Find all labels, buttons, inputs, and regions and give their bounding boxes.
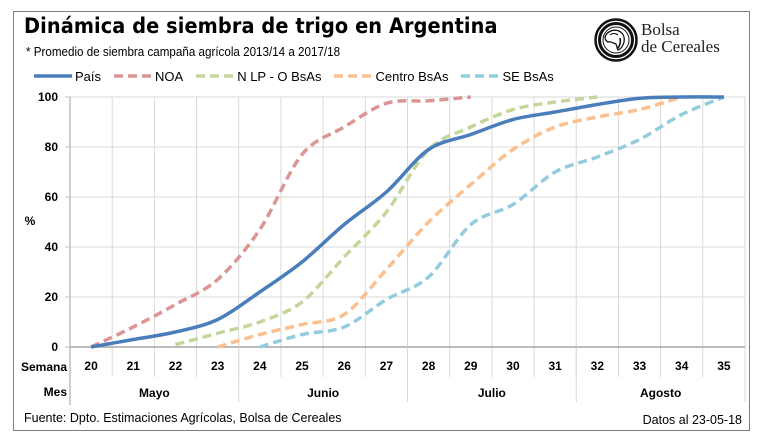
y-tick-label: 100 bbox=[38, 90, 58, 104]
logo-line-2: de Cereales bbox=[641, 37, 720, 56]
logo-text: Bolsa de Cereales bbox=[641, 21, 720, 55]
series-lines bbox=[90, 95, 725, 349]
month-label: Junio bbox=[307, 386, 339, 400]
y-tick-label: 80 bbox=[45, 140, 59, 154]
x-tick-label: 29 bbox=[464, 359, 478, 373]
x-tick-label: 35 bbox=[717, 359, 731, 373]
legend-item-pais: País bbox=[34, 69, 101, 84]
x-axis-title-semana: Semana bbox=[21, 360, 67, 374]
x-tick-label: 27 bbox=[380, 359, 394, 373]
logo-line-1: Bolsa bbox=[641, 20, 680, 39]
x-tick-label: 25 bbox=[295, 359, 309, 373]
axes bbox=[65, 96, 745, 405]
x-tick-label: 28 bbox=[422, 359, 436, 373]
date-note: Datos al 23-05-18 bbox=[642, 413, 742, 427]
bolsa-de-cereales-seal-icon bbox=[594, 18, 638, 62]
legend-label: Centro BsAs bbox=[375, 68, 449, 84]
legend-swatch bbox=[461, 74, 500, 78]
x-axis-title-mes: Mes bbox=[44, 385, 68, 399]
x-tick-label: 23 bbox=[211, 359, 225, 373]
y-tick-label: 0 bbox=[51, 340, 58, 354]
legend-label: SE BsAs bbox=[502, 68, 554, 84]
month-label: Julio bbox=[478, 386, 506, 400]
legend-label: N LP - O BsAs bbox=[237, 68, 322, 84]
series-line-se-bsas bbox=[259, 95, 725, 349]
month-label: Agosto bbox=[640, 386, 681, 400]
x-tick-label: 22 bbox=[169, 359, 183, 373]
x-tick-label: 32 bbox=[591, 359, 605, 373]
x-tick-label: 33 bbox=[633, 359, 647, 373]
x-tick-label: 34 bbox=[675, 359, 689, 373]
legend-swatch bbox=[196, 74, 235, 78]
legend-swatch bbox=[334, 74, 373, 78]
legend-swatch bbox=[114, 74, 153, 78]
series-line-noa bbox=[90, 95, 471, 349]
y-tick-label: 40 bbox=[45, 240, 59, 254]
legend-item-se-bsas: SE BsAs bbox=[461, 68, 554, 84]
legend-item-centro-bsas: Centro BsAs bbox=[334, 69, 448, 84]
legend-swatch bbox=[34, 74, 72, 78]
chart-legend: País NOA N LP - O BsAs Centro BsAs SE BsAs bbox=[34, 68, 567, 84]
y-tick-label: 60 bbox=[45, 190, 59, 204]
x-tick-label: 20 bbox=[84, 359, 98, 373]
chart-subtitle: * Promedio de siembra campaña agrícola 2… bbox=[26, 45, 341, 59]
x-tick-label: 30 bbox=[506, 359, 520, 373]
series-line-n-lp-o-bsas bbox=[175, 95, 598, 347]
y-axis-title: % bbox=[25, 214, 36, 228]
x-tick-label: 26 bbox=[338, 359, 352, 373]
x-tick-label: 24 bbox=[253, 359, 267, 373]
source-note: Fuente: Dpto. Estimaciones Agrícolas, Bo… bbox=[24, 411, 342, 425]
series-line-pais bbox=[90, 95, 724, 349]
logo: Bolsa de Cereales bbox=[594, 18, 744, 68]
month-label: Mayo bbox=[139, 386, 170, 400]
x-tick-label: 21 bbox=[127, 359, 141, 373]
x-tick-label: 31 bbox=[548, 359, 562, 373]
y-tick-label: 20 bbox=[45, 290, 59, 304]
legend-label: País bbox=[75, 68, 102, 84]
legend-item-n-lp-o-bsas: N LP - O BsAs bbox=[196, 69, 321, 84]
legend-item-noa: NOA bbox=[114, 69, 183, 84]
series-line-centro-bsas bbox=[217, 95, 683, 349]
chart-title: Dinámica de siembra de trigo en Argentin… bbox=[24, 14, 498, 38]
chart-frame bbox=[13, 11, 750, 431]
legend-label: NOA bbox=[155, 68, 184, 84]
axis-labels: 0 20 40 60 80 100% 20 21 22 23 24 25 26 27 28 29 30 31 32 3… bbox=[21, 90, 731, 400]
